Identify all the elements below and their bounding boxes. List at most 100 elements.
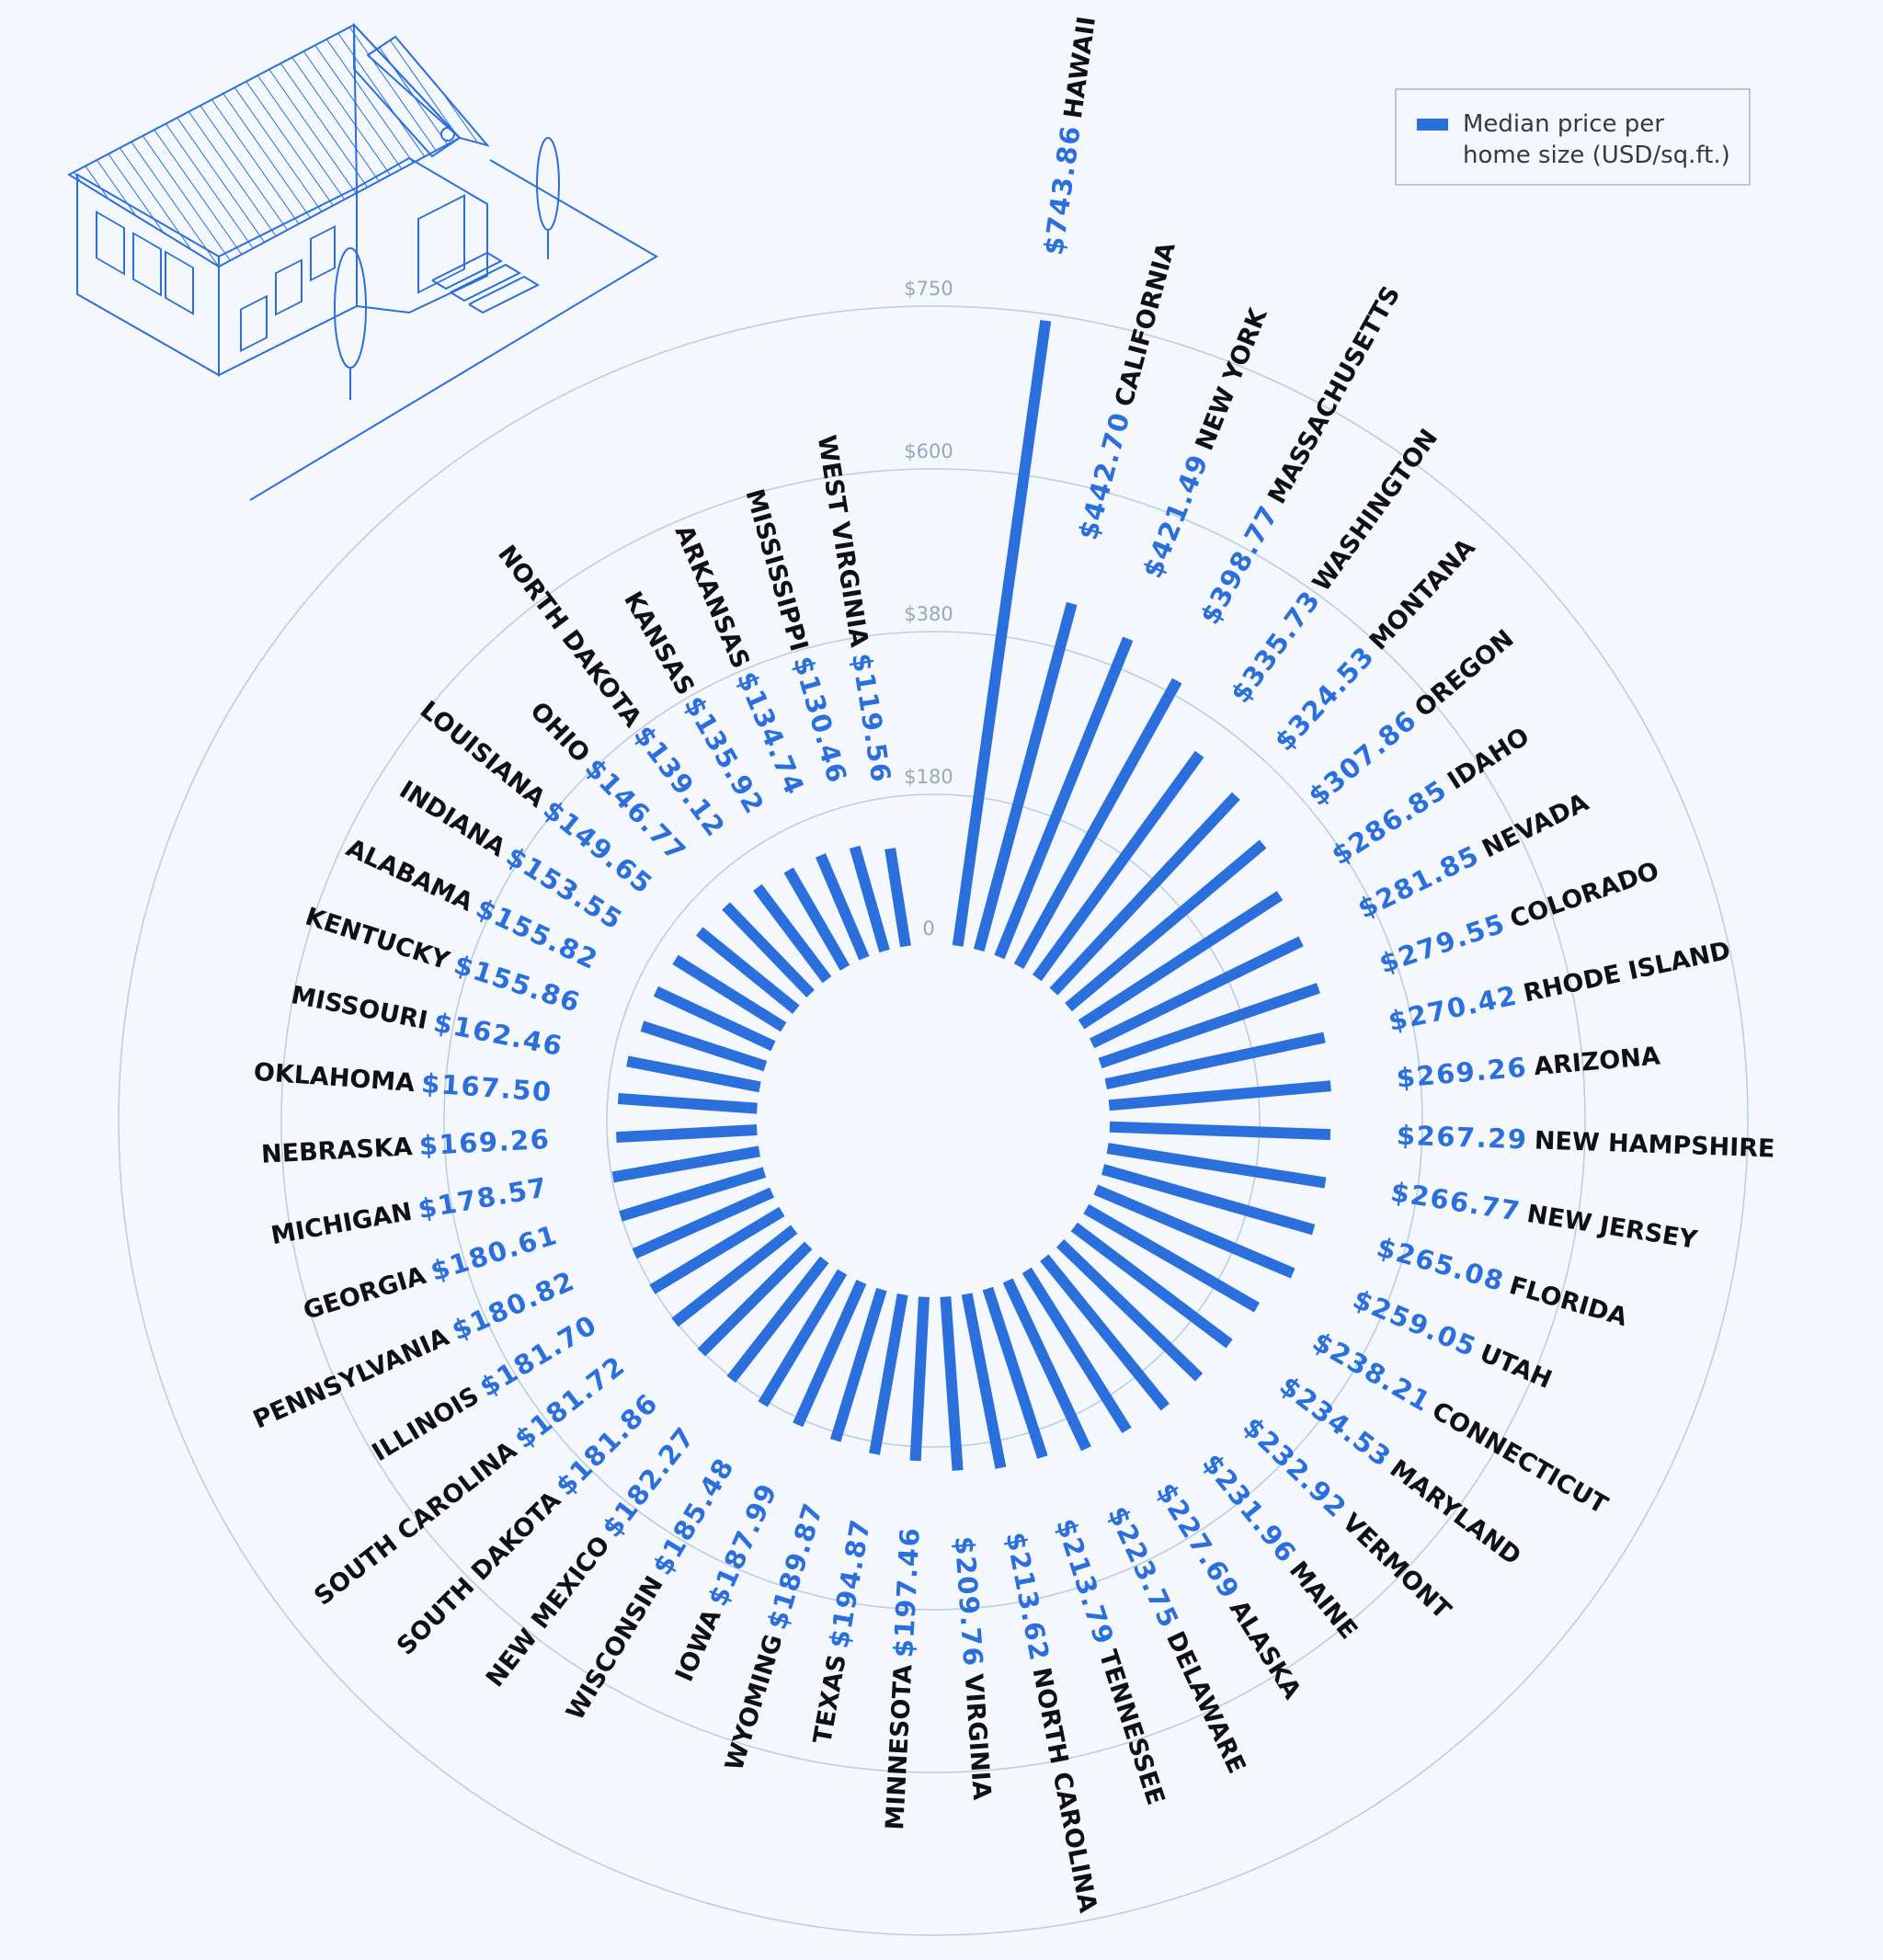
bar <box>1101 1164 1316 1236</box>
value-label: $266.77 <box>1388 1176 1523 1227</box>
bar <box>616 1124 758 1144</box>
bar <box>640 1020 768 1072</box>
state-label: CALIFORNIA <box>1110 239 1181 410</box>
state-label: KANSAS <box>618 587 700 700</box>
state-label: VIRGINIA <box>959 1673 997 1801</box>
state-label: TENNESSEE <box>1093 1647 1170 1808</box>
value-label: $270.42 <box>1386 979 1521 1037</box>
value-label: $169.26 <box>418 1123 551 1161</box>
state-label: OKLAHOMA <box>253 1058 416 1098</box>
legend-box <box>1395 88 1751 186</box>
state-label: WASHINGTON <box>1307 424 1444 597</box>
state-label: MISSOURI <box>289 981 429 1035</box>
bar <box>1106 1143 1327 1189</box>
bar <box>869 1293 908 1455</box>
state-label: FLORIDA <box>1506 1271 1630 1332</box>
grid-ring <box>118 305 1749 1936</box>
grid-rings: 0 $180 $380 $600 $750 <box>118 278 1749 1936</box>
state-label: MICHIGAN <box>269 1198 415 1250</box>
state-label: WYOMING <box>720 1631 788 1773</box>
bar <box>671 1225 798 1328</box>
state-label: NORTH CAROLINA <box>1027 1665 1102 1915</box>
state-label: NEBRASKA <box>260 1133 413 1169</box>
bar <box>973 601 1078 952</box>
state-label: ARIZONA <box>1533 1042 1661 1081</box>
state-label: OREGON <box>1409 624 1519 723</box>
bar <box>1108 1080 1331 1111</box>
bar <box>617 1093 758 1114</box>
bar <box>695 927 800 1014</box>
legend-label-line2: home size (USD/sq.ft.) <box>1463 142 1730 169</box>
state-label: GEORGIA <box>300 1261 429 1326</box>
value-label: $119.56 <box>846 651 897 785</box>
value-label: $281.85 <box>1352 839 1484 925</box>
bar <box>753 883 832 984</box>
value-label: $162.46 <box>431 1007 565 1063</box>
house-illustration <box>66 22 658 501</box>
tick-label: $750 <box>904 278 953 300</box>
legend: Median price per home size (USD/sq.ft.) <box>1395 88 1751 186</box>
bar <box>1083 1203 1261 1313</box>
bar <box>1013 678 1182 969</box>
bar <box>849 845 890 953</box>
state-label: COLORADO <box>1506 857 1662 934</box>
state-label: ALASKA <box>1224 1595 1307 1704</box>
value-label: $279.55 <box>1375 907 1510 980</box>
tick-label: $380 <box>904 603 953 625</box>
bar <box>611 1145 760 1183</box>
bar <box>697 1241 813 1357</box>
bar <box>1070 1222 1233 1349</box>
state-label: NORTH DAKOTA <box>492 541 646 733</box>
state-label: HAWAII <box>1059 15 1101 120</box>
state-label: SOUTH CAROLINA <box>309 1436 522 1612</box>
state-label: WEST VIRGINIA <box>812 433 873 649</box>
value-label: $197.46 <box>887 1526 925 1658</box>
state-label: MARYLAND <box>1385 1454 1526 1571</box>
tick-label: 0 <box>922 917 934 940</box>
bar <box>1109 1121 1331 1141</box>
legend-label-line1: Median price per <box>1463 110 1664 138</box>
value-label: $209.76 <box>949 1535 989 1669</box>
bar <box>994 636 1134 960</box>
bar <box>1078 891 1284 1030</box>
bar <box>952 319 1052 947</box>
state-label: DELAWARE <box>1160 1627 1250 1778</box>
bar <box>793 1279 867 1428</box>
bar <box>829 1287 887 1442</box>
bar <box>982 1286 1048 1459</box>
value-label: $398.77 <box>1194 500 1285 630</box>
grid-ring <box>606 793 1261 1448</box>
bar <box>626 1055 761 1093</box>
value-label: $194.87 <box>823 1516 876 1650</box>
state-label: NEVADA <box>1478 788 1592 863</box>
grid-ring <box>280 468 1586 1773</box>
bar <box>653 986 776 1052</box>
state-label: MONTANA <box>1364 533 1481 655</box>
bar <box>1056 1239 1204 1382</box>
bars <box>611 319 1331 1471</box>
tick-label: $600 <box>904 440 953 462</box>
bar <box>1049 792 1240 996</box>
bar <box>1098 983 1320 1069</box>
bar <box>632 1187 775 1259</box>
bar <box>1089 936 1304 1049</box>
bar <box>815 853 870 961</box>
state-label: MAINE <box>1284 1556 1363 1645</box>
state-label: MISSISSIPPI <box>739 486 813 655</box>
legend-swatch <box>1417 119 1448 131</box>
state-label: KENTUCKY <box>302 903 453 976</box>
bar <box>1021 1267 1132 1434</box>
bar <box>1104 1031 1326 1089</box>
state-label: ILLINOIS <box>368 1382 485 1467</box>
value-label: $269.26 <box>1395 1052 1528 1094</box>
state-label: NEW HAMPSHIRE <box>1534 1126 1775 1163</box>
tick-label: $180 <box>904 766 953 788</box>
bar <box>1093 1184 1295 1279</box>
grid-ring <box>443 631 1423 1611</box>
bar <box>649 1206 785 1294</box>
bar <box>1033 750 1204 982</box>
bar <box>619 1167 767 1222</box>
state-label: ALABAMA <box>342 834 478 917</box>
state-label: ARKANSAS <box>669 521 755 673</box>
